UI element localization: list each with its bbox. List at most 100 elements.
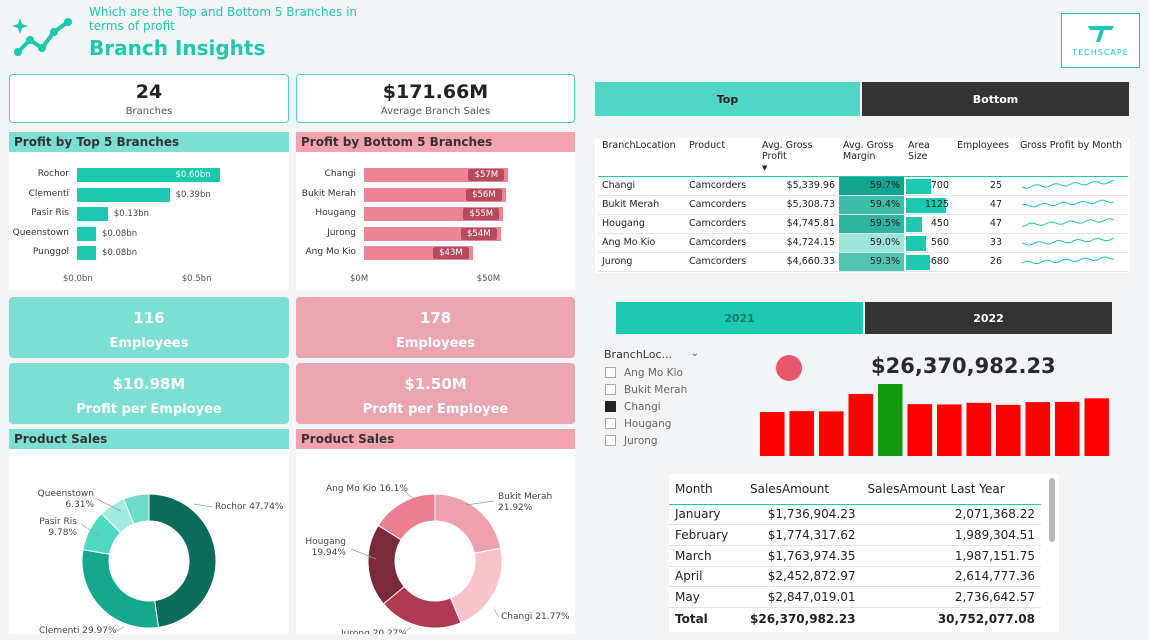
table-row[interactable]: Bukit Merah Camcorders $5,308.73 59.4% 1125 4…: [598, 195, 1128, 215]
month-bar[interactable]: [966, 402, 992, 456]
checkbox[interactable]: [605, 435, 616, 446]
employees-cell: 33: [953, 233, 1016, 253]
table-row[interactable]: Changi Camcorders $5,339.96 59.7% 700 25: [598, 176, 1128, 196]
checkbox[interactable]: [605, 367, 616, 378]
x-tick-label: $50M: [476, 274, 501, 284]
month-bar[interactable]: [760, 412, 785, 456]
bar-label: Pasir Ris: [31, 208, 69, 218]
table-row[interactable]: March $1,763,974.35 1,987,151.75: [669, 545, 1041, 567]
gross-profit-sparkline: [1021, 256, 1115, 265]
donut-label-name: Bukit Merah: [498, 492, 552, 502]
donut-label: Ang Mo Kio 16.1%: [326, 484, 408, 494]
month-bar[interactable]: [937, 404, 962, 456]
top-product-sales-donut: Rochor 47.74% Clementi 29.97% Pasir Ris 9.7…: [38, 489, 284, 634]
techscape-logo: TECHSCAPE: [1061, 13, 1140, 68]
bottom-employees-label: Employees: [396, 336, 475, 351]
employees-cell: 25: [953, 176, 1016, 196]
top-toggle-button[interactable]: Top: [595, 82, 860, 116]
sparkline-cell: [1016, 176, 1128, 196]
branches-label: Branches: [125, 106, 173, 117]
slicer-item-label: Jurong: [624, 434, 658, 447]
col-product[interactable]: Product: [689, 140, 726, 151]
col-area-size[interactable]: Area Size: [908, 140, 930, 162]
chevron-down-icon[interactable]: ⌄: [690, 348, 699, 359]
col-branch-location[interactable]: BranchLocation: [602, 140, 676, 151]
donut-label-name: Pasir Ris: [39, 517, 77, 527]
month-bar[interactable]: [907, 404, 933, 456]
donut-slice[interactable]: [449, 547, 503, 624]
donut-slice[interactable]: [148, 493, 217, 628]
bottom-toggle-button[interactable]: Bottom: [862, 82, 1129, 116]
sparkline-cell: [1016, 214, 1128, 234]
bar[interactable]: [77, 207, 108, 221]
bar[interactable]: [77, 226, 96, 241]
last-year-cell: 1,989,304.51: [954, 528, 1035, 543]
area-cell: 1125: [904, 195, 953, 215]
col-avg-gross-margin[interactable]: Avg. Gross Margin: [843, 140, 894, 162]
donut-slice[interactable]: [81, 549, 160, 629]
donut-label-name: Queenstown: [38, 489, 94, 499]
month-bar[interactable]: [1055, 401, 1080, 456]
month-bar[interactable]: [848, 393, 874, 456]
leader-line: [116, 626, 125, 632]
donut-label: Jurong 20.27%: [340, 629, 407, 634]
year-2022-button[interactable]: 2022: [865, 302, 1112, 334]
last-year-cell: 2,736,642.57: [954, 590, 1035, 605]
last-year-cell: 1,987,151.75: [954, 548, 1035, 563]
area-value: 450: [930, 218, 949, 229]
area-value: 700: [930, 180, 949, 191]
bar-label: Jurong: [327, 227, 356, 238]
month-bar[interactable]: [996, 404, 1021, 456]
profit-cell: $4,745.81: [758, 214, 839, 234]
month-bar[interactable]: [1084, 398, 1110, 456]
month-bar[interactable]: [789, 411, 815, 456]
employees-cell: 26: [953, 252, 1016, 272]
col-gross-profit-by-month[interactable]: Gross Profit by Month: [1020, 140, 1123, 151]
area-cell: 560: [904, 233, 953, 253]
top-profit-per-employee-label: Profit per Employee: [76, 402, 222, 417]
table-row[interactable]: Jurong Camcorders $4,660.33 59.3% 680 26: [598, 252, 1128, 272]
table-row[interactable]: Hougang Camcorders $4,745.81 59.5% 450 47: [598, 214, 1128, 234]
col-sales-last-year[interactable]: SalesAmount Last Year: [867, 481, 1005, 496]
year-2021-button[interactable]: 2021: [616, 302, 863, 334]
table-row[interactable]: January $1,736,904.23 2,071,368.22: [669, 504, 1041, 525]
col-employees[interactable]: Employees: [957, 140, 1009, 151]
donut-slice[interactable]: [122, 493, 150, 525]
slicer-item-label: Changi: [624, 400, 661, 413]
month-bar[interactable]: [819, 411, 844, 456]
table-row[interactable]: February $1,774,317.62 1,989,304.51: [669, 525, 1041, 546]
donut-label-pct: 9.78%: [48, 528, 77, 538]
slicer-item[interactable]: Bukit Merah: [605, 381, 705, 398]
area-cell: 450: [904, 214, 953, 234]
leader-line: [493, 608, 500, 618]
bar[interactable]: [77, 168, 220, 182]
donut-slice[interactable]: [434, 493, 502, 554]
donut-slice[interactable]: [377, 493, 436, 541]
month-bar[interactable]: [1025, 402, 1051, 456]
checkbox[interactable]: [605, 401, 616, 412]
slicer-item[interactable]: Jurong: [605, 432, 705, 449]
scrollbar[interactable]: [1049, 478, 1055, 542]
table-row[interactable]: April $2,452,872.97 2,614,777.36: [669, 566, 1041, 587]
slicer-item[interactable]: Changi: [605, 398, 705, 415]
bar[interactable]: [77, 246, 96, 260]
table-row[interactable]: May $2,847,019.01 2,736,642.57: [669, 587, 1041, 608]
col-sales-amount[interactable]: SalesAmount: [750, 481, 830, 496]
slicer-item[interactable]: Ang Mo Kio: [605, 364, 705, 381]
month-bar[interactable]: [878, 384, 903, 456]
col-avg-gross-profit[interactable]: Avg. Gross Profit ▼: [758, 138, 839, 176]
area-cell: 700: [904, 176, 953, 196]
col-month[interactable]: Month: [675, 481, 713, 496]
month-cell: April: [675, 569, 703, 584]
slicer-item[interactable]: Hougang: [605, 415, 705, 432]
slicer-header[interactable]: BranchLoc... ⌄: [597, 344, 705, 364]
leader-line: [193, 503, 213, 508]
bar-value-label: $56M: [465, 188, 502, 201]
donut-label: Rochor 47.74%: [215, 502, 284, 512]
sparkline-cell: [1016, 252, 1128, 272]
table-row[interactable]: Ang Mo Kio Camcorders $4,724.15 59.0% 560 33: [598, 233, 1128, 253]
checkbox[interactable]: [605, 384, 616, 395]
bottom5-chart: Changi $57M Bukit Merah $56M Hougang $55M Juro…: [296, 152, 575, 290]
bar[interactable]: [77, 187, 170, 202]
checkbox[interactable]: [605, 418, 616, 429]
